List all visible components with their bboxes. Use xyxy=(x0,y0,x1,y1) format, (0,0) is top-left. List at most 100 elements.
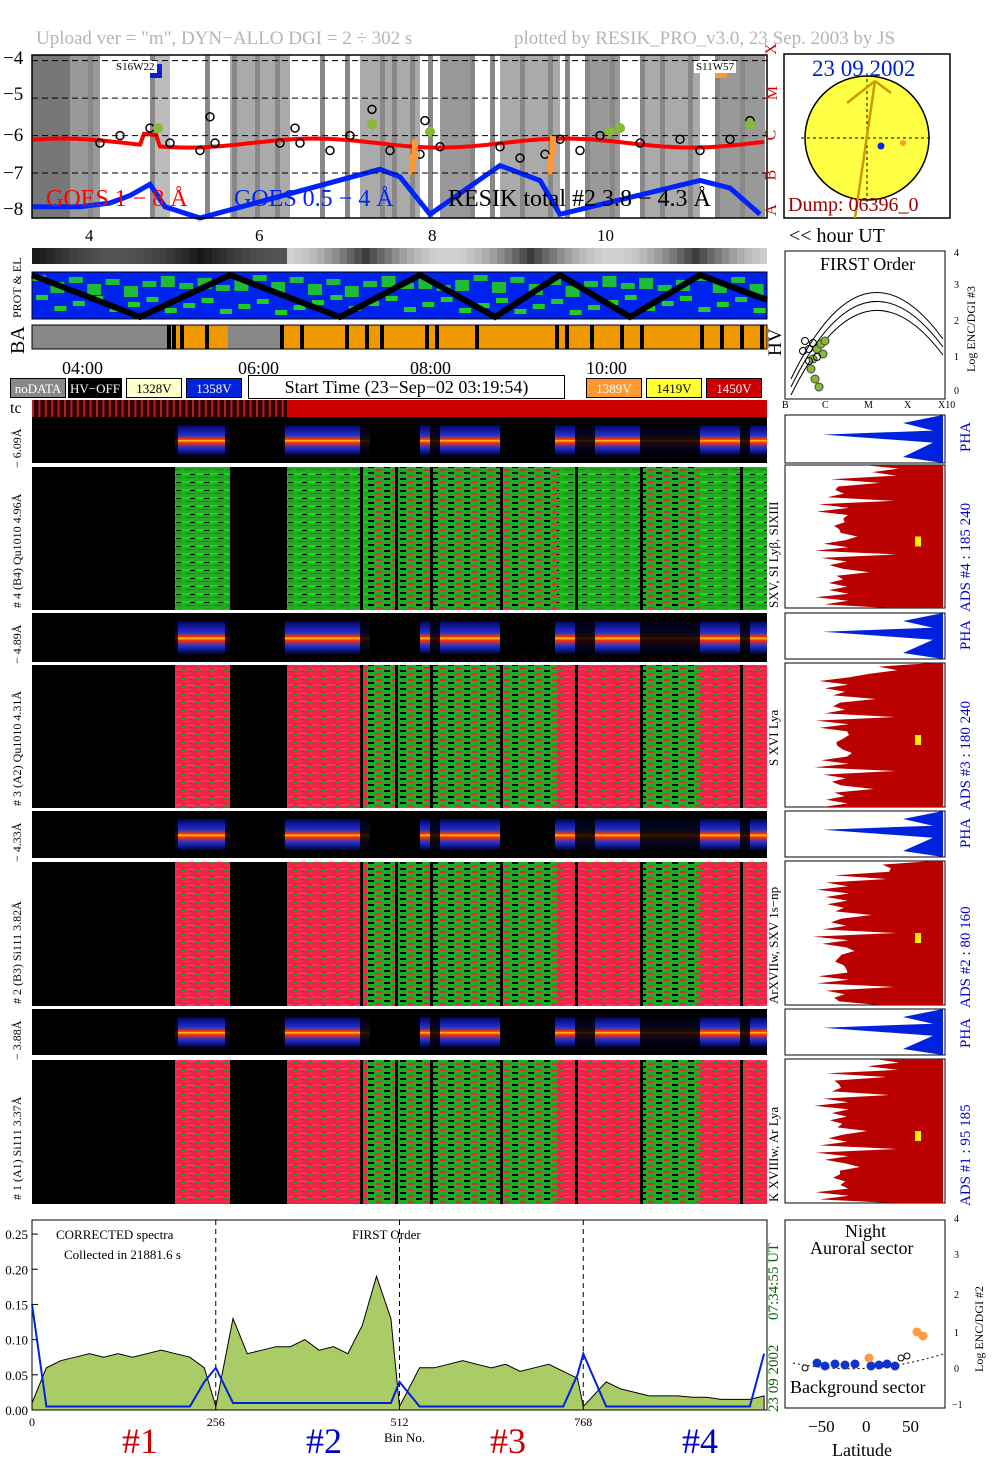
gray-cell-51 xyxy=(414,248,423,264)
pha-band-2-0 xyxy=(175,819,230,850)
gray-cell-33 xyxy=(279,248,288,264)
lat-ytick-0: 0 xyxy=(954,1364,959,1375)
tc-tick-9 xyxy=(89,400,92,417)
ba-hvoff-0 xyxy=(167,325,171,349)
lat-xtick-50: 50 xyxy=(902,1417,919,1436)
gray-cell-2 xyxy=(47,248,55,264)
gray-cell-32 xyxy=(272,248,280,264)
green-blob-18 xyxy=(363,281,378,287)
tc-tick-10 xyxy=(96,400,98,417)
pha-gap-2-8 xyxy=(740,811,750,858)
green-blob-10 xyxy=(216,285,230,291)
tc-tick-27 xyxy=(204,400,207,417)
main-gap-3-6 xyxy=(740,1060,743,1204)
spec-ytick-label-2: 0.15 xyxy=(5,1297,28,1312)
fo-green-3 xyxy=(806,364,816,374)
gray-cell-48 xyxy=(392,248,400,264)
time-tick-0600: 06:00 xyxy=(238,358,280,378)
goes-lightcurve-panel xyxy=(31,54,768,221)
lat-orange-2 xyxy=(918,1331,928,1341)
main-gap-1-4 xyxy=(575,665,578,808)
main-gap-1-6 xyxy=(740,665,743,808)
pha-gap-0-2 xyxy=(360,417,372,463)
gray-cell-65 xyxy=(519,248,528,264)
main-band-b-3 xyxy=(287,1060,367,1204)
fo-open-4 xyxy=(805,357,813,365)
green-blob-8 xyxy=(179,283,194,289)
saa-bar-8 xyxy=(380,55,385,218)
gray-cell-69 xyxy=(549,248,558,264)
tc-tick-29 xyxy=(217,400,220,417)
gray-cell-25 xyxy=(219,248,228,264)
ba-hvoff-10 xyxy=(435,325,439,349)
saa-bar-14 xyxy=(520,55,525,218)
ba-nodata-seg-2 xyxy=(228,325,283,349)
gray-cell-77 xyxy=(609,248,618,264)
green-blob-b-31 xyxy=(606,300,619,305)
green-blob-17 xyxy=(344,286,359,297)
pha-gap-0-3 xyxy=(395,417,420,463)
pha-band-1-0 xyxy=(175,621,230,654)
pha-hist-0 xyxy=(823,415,943,463)
gray-cell-14 xyxy=(137,248,145,264)
green-blob-b-24 xyxy=(477,303,490,308)
green-blob-39 xyxy=(749,284,764,295)
green-blob-11 xyxy=(234,280,249,291)
green-blob-b-19 xyxy=(385,296,398,301)
resik-point-5 xyxy=(205,112,215,122)
gray-cell-38 xyxy=(317,248,325,264)
gray-cell-47 xyxy=(384,248,393,264)
saa-bar-22 xyxy=(715,55,720,218)
gray-cell-73 xyxy=(579,248,588,264)
legend-hv-off: HV−OFF xyxy=(68,378,122,398)
lat-blue-6 xyxy=(874,1360,884,1370)
fo-open-5 xyxy=(799,347,807,355)
main-gap-0-0 xyxy=(360,467,363,610)
fo-xtick-c: C xyxy=(822,400,829,411)
spectrum-channel-1: #1 xyxy=(122,1421,158,1461)
green-blob-25 xyxy=(492,282,506,293)
tc-tick-39 xyxy=(281,400,284,417)
legend-nodata: noDATA xyxy=(10,378,66,398)
start-time-box: Start Time (23−Sep−02 03:19:54) xyxy=(248,375,565,399)
green-blob-7 xyxy=(160,276,175,287)
green-blob-b-18 xyxy=(367,301,380,306)
latitude-ylabel: Log ENC/DGI #2 xyxy=(972,1286,986,1372)
ba-hvoff-3 xyxy=(205,325,209,349)
ba-hvoff-20 xyxy=(760,325,764,349)
ba-hvoff-19 xyxy=(740,325,744,349)
ba-hvoff-13 xyxy=(565,325,569,349)
main-gap-0-2 xyxy=(430,467,433,610)
pha-gap-0-8 xyxy=(740,417,750,463)
ba-hvoff-7 xyxy=(365,325,369,349)
spectrogram-stack xyxy=(32,400,767,1204)
lat-open-0 xyxy=(801,1364,809,1372)
main-band-e-1 xyxy=(640,665,700,808)
green-blob-b-7 xyxy=(164,308,177,313)
ba-hvoff-2 xyxy=(180,325,184,349)
legend-goes-1-8: GOES 1 − 8 Å xyxy=(46,186,188,212)
pha-gap-2-3 xyxy=(395,811,420,858)
spectrum-xlabel: Bin No. xyxy=(384,1430,426,1445)
pha-band-0-0 xyxy=(175,425,230,455)
gray-cell-44 xyxy=(362,248,370,264)
fo-green-0 xyxy=(808,354,818,364)
green-blob-12 xyxy=(252,275,267,281)
lat-open-2 xyxy=(903,1352,911,1360)
pha-band-1-1 xyxy=(283,621,370,654)
gray-cell-8 xyxy=(92,248,100,264)
green-blob-b-25 xyxy=(496,298,508,303)
lat-ytick-2: 2 xyxy=(954,1290,959,1301)
ba-hvoff-12 xyxy=(555,325,559,349)
main-gap-1-0 xyxy=(360,665,363,808)
tc-tick-32 xyxy=(236,400,239,417)
saa-bar-3 xyxy=(232,55,237,218)
gray-cell-89 xyxy=(699,248,708,264)
green-blob-14 xyxy=(289,277,304,283)
pha-gap-1-5 xyxy=(500,613,555,662)
tc-tick-11 xyxy=(102,400,105,417)
main-gap-3-2 xyxy=(430,1060,433,1204)
tc-tick-26 xyxy=(198,400,201,417)
main-gap-1-3 xyxy=(500,665,503,808)
pha-gap-3-4 xyxy=(430,1009,440,1055)
